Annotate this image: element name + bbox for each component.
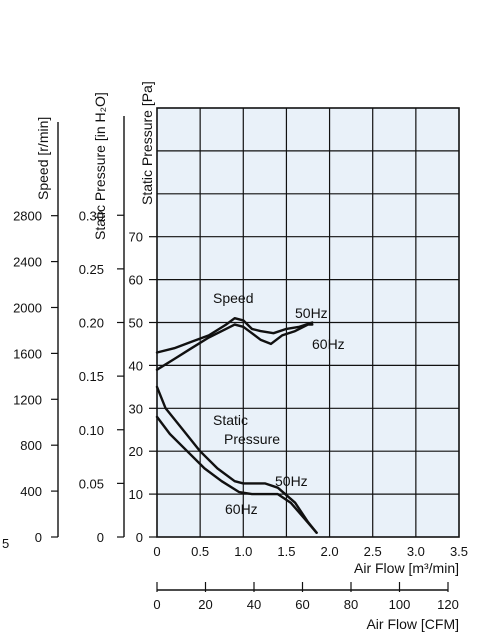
speed-tick-label: 2800 bbox=[13, 209, 42, 224]
pressure-60hz-label: 60Hz bbox=[225, 501, 258, 517]
cfm-tick-label: 80 bbox=[344, 597, 358, 612]
series-curves bbox=[155, 317, 318, 534]
inh2o-tick-label: 0 bbox=[97, 530, 104, 545]
pa-tick-label: 40 bbox=[129, 358, 143, 373]
stray-left-character: 5 bbox=[2, 536, 9, 551]
speed-axis-title: Speed [r/min] bbox=[35, 117, 51, 200]
inh2o-tick-label: 0.25 bbox=[79, 262, 104, 277]
cfm-axis-title: Air Flow [CFM] bbox=[366, 616, 459, 632]
x-m3-tick-label: 3.5 bbox=[450, 544, 468, 559]
cfm-tick-label: 0 bbox=[153, 597, 160, 612]
cfm-tick-label: 100 bbox=[389, 597, 411, 612]
inh2o-tick-label: 0.30 bbox=[79, 208, 104, 223]
inh2o-tick-label: 0.10 bbox=[79, 423, 104, 438]
axes bbox=[51, 116, 449, 592]
x-m3-tick-label: 2.5 bbox=[364, 544, 382, 559]
cfm-tick-label: 120 bbox=[437, 597, 459, 612]
cfm-tick-label: 60 bbox=[295, 597, 309, 612]
inh2o-tick-label: 0.05 bbox=[79, 476, 104, 491]
x-m3-tick-label: 1.0 bbox=[234, 544, 252, 559]
inh2o-tick-label: 0.20 bbox=[79, 316, 104, 331]
pa-tick-label: 0 bbox=[136, 530, 143, 545]
cfm-tick-label: 40 bbox=[247, 597, 261, 612]
speed-tick-label: 800 bbox=[20, 438, 42, 453]
speed-curve-60hz bbox=[155, 323, 314, 371]
x-m3-tick-label: 1.5 bbox=[277, 544, 295, 559]
x-m3-axis-title: Air Flow [m³/min] bbox=[354, 560, 459, 576]
pa-tick-label: 30 bbox=[129, 401, 143, 416]
speed-label: Speed bbox=[213, 290, 253, 306]
inh2o-axis-title: Static Pressure [in H₂O] bbox=[92, 92, 108, 240]
static-pressure-label-line2: Pressure bbox=[224, 431, 280, 447]
cfm-tick-label: 20 bbox=[198, 597, 212, 612]
x-m3-tick-label: 0.5 bbox=[191, 544, 209, 559]
speed-60hz-label: 60Hz bbox=[312, 336, 345, 352]
speed-tick-label: 2400 bbox=[13, 255, 42, 270]
pa-tick-label: 20 bbox=[129, 444, 143, 459]
speed-tick-label: 1200 bbox=[13, 392, 42, 407]
pa-tick-label: 50 bbox=[129, 316, 143, 331]
x-m3-tick-label: 3.0 bbox=[407, 544, 425, 559]
pa-tick-label: 60 bbox=[129, 273, 143, 288]
speed-curve-50hz bbox=[155, 317, 314, 354]
inh2o-tick-label: 0.15 bbox=[79, 369, 104, 384]
x-m3-tick-label: 2.0 bbox=[321, 544, 339, 559]
static-pressure-label-line1: Static bbox=[213, 412, 248, 428]
pressure-curve-60hz bbox=[155, 415, 318, 534]
speed-tick-label: 2000 bbox=[13, 300, 42, 315]
annotations: Speed 50Hz 60Hz Static Pressure 50Hz 60Hz bbox=[213, 290, 345, 517]
speed-50hz-label: 50Hz bbox=[295, 305, 328, 321]
pa-tick-label: 70 bbox=[129, 230, 143, 245]
pa-tick-label: 10 bbox=[129, 487, 143, 502]
pa-axis-title: Static Pressure [Pa] bbox=[139, 81, 155, 205]
pressure-curve-50hz bbox=[155, 385, 318, 534]
speed-tick-label: 0 bbox=[35, 530, 42, 545]
pressure-50hz-label: 50Hz bbox=[275, 473, 308, 489]
speed-tick-label: 1600 bbox=[13, 346, 42, 361]
speed-tick-label: 400 bbox=[20, 484, 42, 499]
x-zero-label: 0 bbox=[153, 544, 160, 559]
